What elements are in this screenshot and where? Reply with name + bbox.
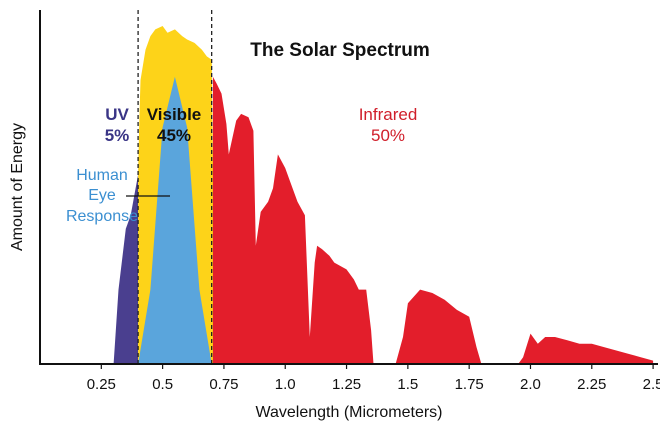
eye-response-line-3: Response: [66, 208, 138, 225]
x-axis-label: Wavelength (Micrometers): [255, 404, 442, 421]
uv-percent: 5%: [105, 126, 130, 145]
x-tick-label: 1.75: [455, 376, 484, 393]
series-area-infrared: [212, 76, 654, 364]
chart-title: The Solar Spectrum: [250, 40, 430, 61]
x-tick-label: 2.0: [520, 376, 541, 393]
infrared-label: Infrared: [359, 105, 418, 124]
x-tick-label: 0.75: [209, 376, 238, 393]
series-area-human-eye-response: [138, 76, 212, 364]
infrared-percent: 50%: [371, 126, 405, 145]
region-boundaries: [137, 10, 213, 364]
x-tick-group: 0.25 0.5 0.75 1.0 1.25 1.5 1.75 2.0 2.25 2.5: [87, 364, 660, 393]
x-tick-label: 0.25: [87, 376, 116, 393]
series-area-uv: [113, 174, 139, 364]
x-tick-label: 1.0: [275, 376, 296, 393]
x-tick-label: 1.25: [332, 376, 361, 393]
eye-response-line-2: Eye: [88, 187, 116, 204]
eye-response-line-1: Human: [76, 167, 128, 184]
visible-label: Visible: [147, 105, 202, 124]
spectrum-areas: [113, 26, 654, 364]
uv-label: UV: [105, 105, 129, 124]
x-tick-label: 2.25: [577, 376, 606, 393]
y-axis-label: Amount of Energy: [9, 123, 26, 251]
visible-percent: 45%: [157, 126, 191, 145]
x-tick-label: 2.5: [643, 376, 660, 393]
x-tick-label: 0.5: [152, 376, 173, 393]
x-tick-label: 1.5: [397, 376, 418, 393]
